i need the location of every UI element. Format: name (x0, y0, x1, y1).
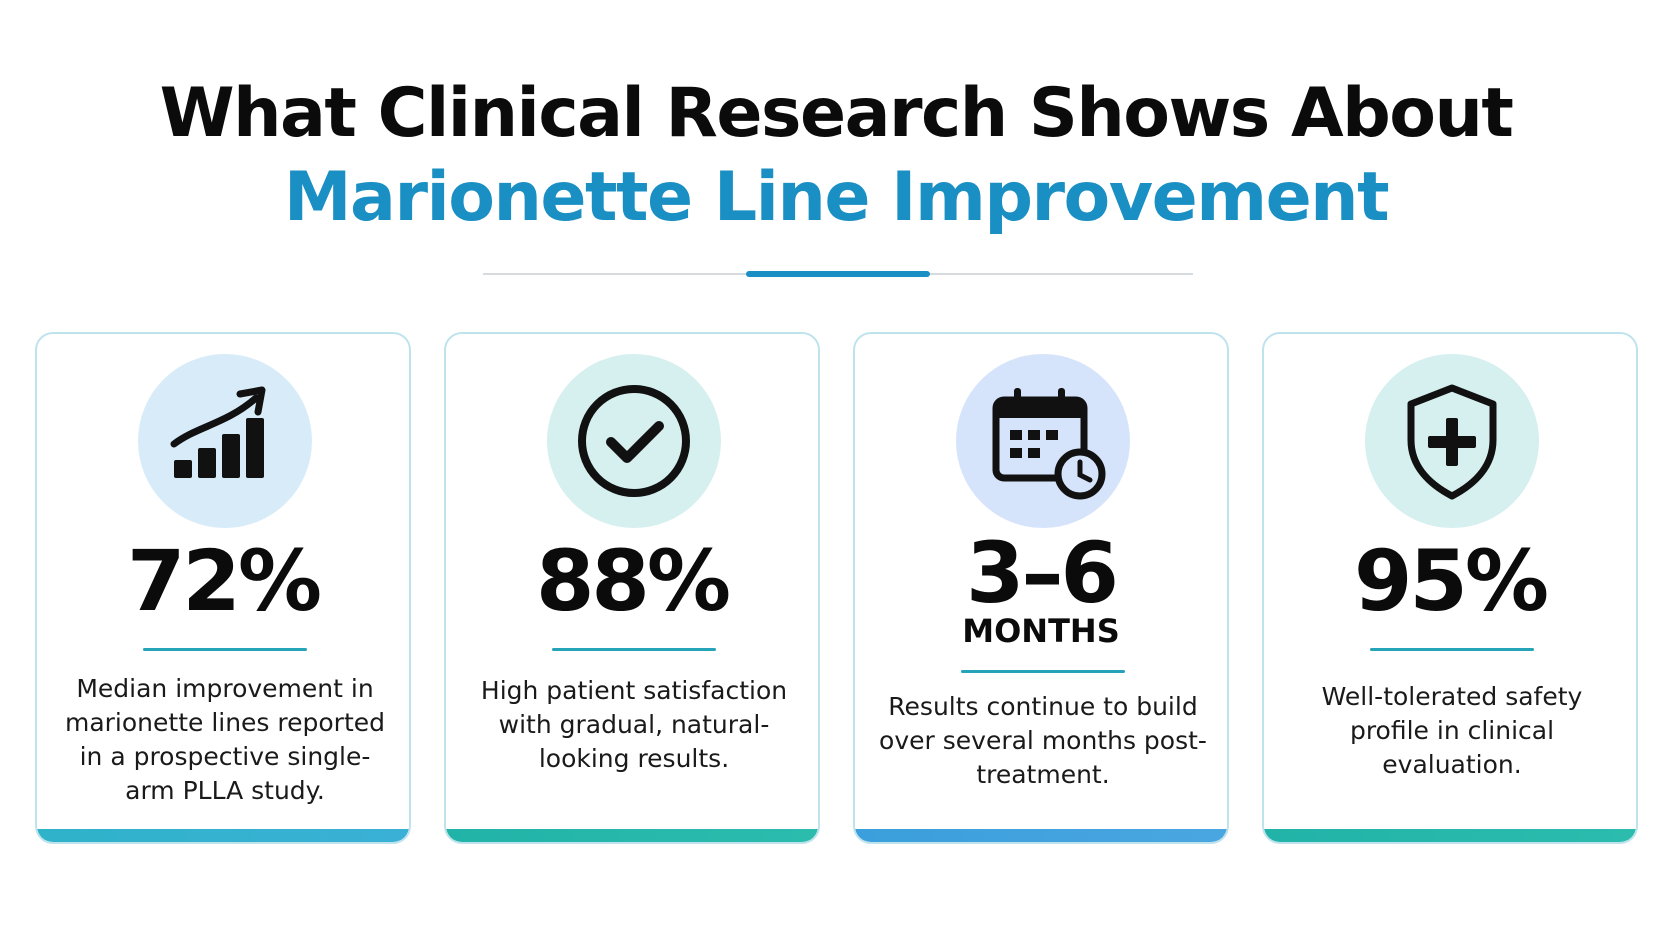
title-line-1: What Clinical Research Shows About (159, 74, 1514, 153)
stat-value: 88% (535, 532, 731, 630)
stat-card-improvement: 72% Median improvement in marionette lin… (35, 332, 411, 844)
card-accent-bar (1264, 829, 1636, 842)
stat-divider (552, 648, 716, 651)
icon-badge (956, 354, 1130, 528)
icon-badge (138, 354, 312, 528)
stat-value: 3–6 (966, 524, 1119, 622)
stat-value: 72% (126, 532, 322, 630)
shield-plus-icon (1407, 384, 1497, 500)
stat-divider (961, 670, 1125, 673)
stat-description: High patient satisfaction with gradual, … (480, 676, 788, 773)
icon-badge (1365, 354, 1539, 528)
icon-badge (547, 354, 721, 528)
stat-card-safety: 95% Well-tolerated safety profile in cli… (1262, 332, 1638, 844)
card-accent-bar (446, 829, 818, 842)
stat-unit: MONTHS (962, 612, 1120, 650)
stat-divider (143, 648, 307, 651)
stat-value: 95% (1353, 532, 1549, 630)
calendar-clock-icon (992, 388, 1106, 500)
title-divider-accent (746, 271, 930, 277)
stat-divider (1370, 648, 1534, 651)
stat-description: Well-tolerated safety profile in clinica… (1321, 682, 1583, 779)
growth-chart-icon (170, 386, 266, 478)
title-line-2: Marionette Line Improvement (283, 158, 1390, 237)
stat-card-timeline: 3–6 MONTHS Results continue to build ove… (853, 332, 1229, 844)
card-accent-bar (855, 829, 1227, 842)
check-circle-icon (578, 385, 690, 497)
card-accent-bar (37, 829, 409, 842)
stat-description: Results continue to build over several m… (879, 692, 1207, 789)
stat-card-satisfaction: 88% High patient satisfaction with gradu… (444, 332, 820, 844)
stat-description: Median improvement in marionette lines r… (64, 674, 386, 805)
page-title: What Clinical Research Shows About Mario… (0, 72, 1672, 240)
